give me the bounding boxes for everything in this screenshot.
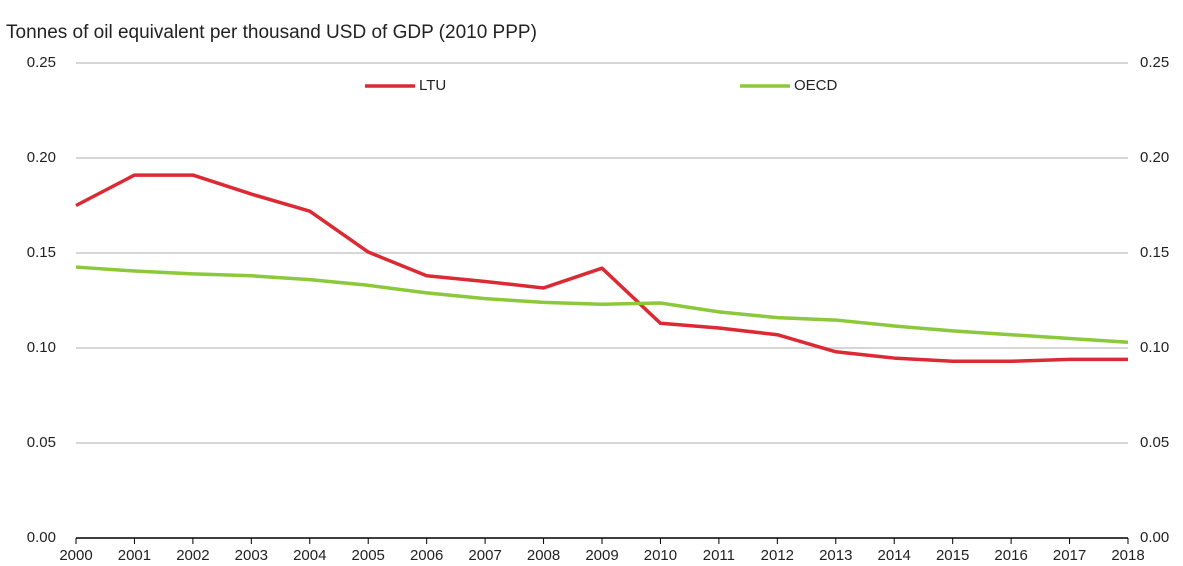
x-tick-label: 2018 [1111, 547, 1144, 564]
y-tick-label: 0.20 [27, 149, 56, 166]
y-tick-label: 0.05 [27, 434, 56, 451]
y-tick-label: 0.00 [27, 529, 56, 546]
x-tick-label: 2017 [1053, 547, 1086, 564]
y-tick-label: 0.25 [27, 54, 56, 71]
y-tick-label: 0.15 [27, 244, 56, 261]
y2-tick-label: 0.05 [1140, 434, 1169, 451]
x-tick-label: 2000 [59, 547, 92, 564]
x-tick-label: 2007 [468, 547, 501, 564]
x-tick-label: 2008 [527, 547, 560, 564]
y2-tick-label: 0.15 [1140, 244, 1169, 261]
y2-tick-label: 0.20 [1140, 149, 1169, 166]
y-tick-label: 0.10 [27, 339, 56, 356]
x-tick-label: 2012 [761, 547, 794, 564]
chart-title: Tonnes of oil equivalent per thousand US… [6, 22, 537, 43]
legend-label: LTU [419, 77, 446, 94]
x-tick-label: 2004 [293, 547, 326, 564]
x-tick-label: 2016 [994, 547, 1027, 564]
legend-label: OECD [794, 77, 838, 94]
x-tick-label: 2005 [352, 547, 385, 564]
line-series [75, 173, 1128, 364]
x-tick-label: 2014 [878, 547, 911, 564]
y2-tick-label: 0.00 [1140, 529, 1169, 546]
x-tick-label: 2011 [703, 547, 735, 564]
x-tick-label: 2015 [936, 547, 969, 564]
y2-tick-label: 0.10 [1140, 339, 1169, 356]
x-tick-label: 2002 [176, 547, 209, 564]
x-tick-label: 2013 [819, 547, 852, 564]
line-series [75, 265, 1129, 345]
x-tick-label: 2001 [118, 547, 151, 564]
x-tick-label: 2003 [235, 547, 268, 564]
x-tick-label: 2009 [585, 547, 618, 564]
y2-tick-label: 0.25 [1140, 54, 1169, 71]
x-tick-label: 2010 [644, 547, 677, 564]
x-tick-label: 2006 [410, 547, 443, 564]
